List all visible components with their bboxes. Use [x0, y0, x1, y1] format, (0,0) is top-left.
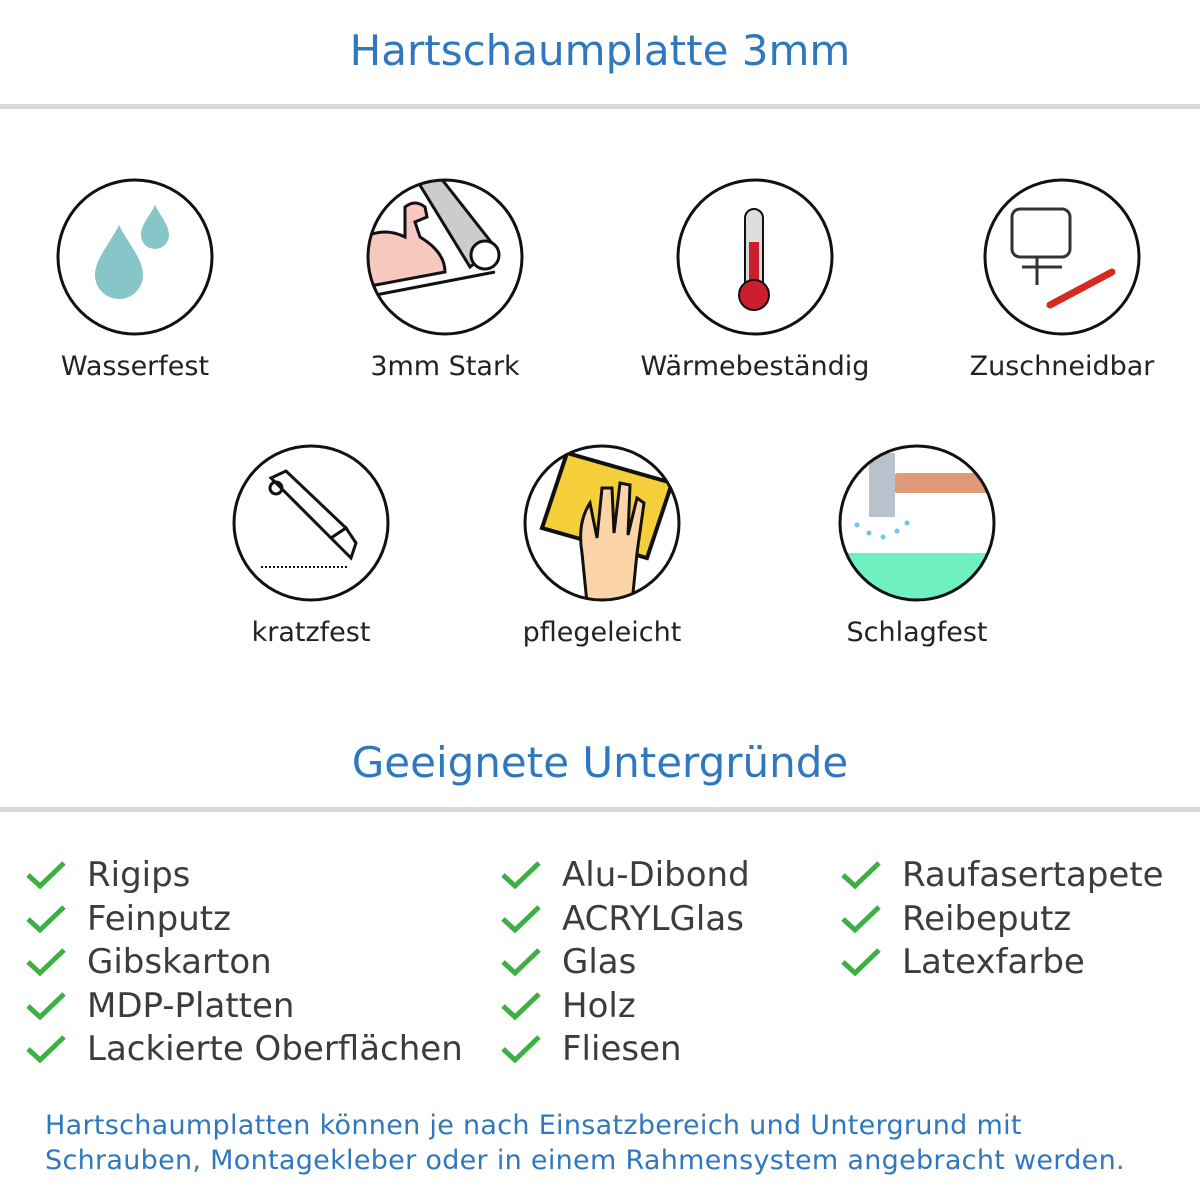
divider — [0, 104, 1200, 109]
check-icon — [501, 991, 541, 1020]
surface-label: Holz — [562, 985, 636, 1026]
surface-label: Reibeputz — [902, 898, 1072, 939]
surface-label: Glas — [562, 942, 637, 982]
feature-kratzfest: kratzfest — [161, 443, 461, 648]
feature-wasserfest: Wasserfest — [0, 177, 285, 382]
feature-label: Wasserfest — [60, 351, 210, 382]
strong-arm-icon — [366, 178, 524, 336]
surface-label: Lackierte Oberflächen — [87, 1029, 463, 1069]
check-icon — [26, 991, 66, 1020]
check-icon — [841, 948, 881, 977]
check-icon — [26, 1035, 66, 1064]
feature-label: pflegeleicht — [522, 617, 682, 648]
hammer-icon — [838, 444, 996, 602]
check-icon — [841, 904, 881, 933]
feature-label: Schlagfest — [846, 617, 988, 648]
jigsaw-cutter-icon — [983, 178, 1141, 336]
feature-zuschneidbar: Zuschneidbar — [912, 177, 1200, 382]
thermometer-icon — [676, 178, 834, 336]
feature-label: Wärmebeständig — [640, 351, 870, 382]
feature-label: kratzfest — [251, 617, 371, 648]
section-title: Geeignete Untergründe — [351, 738, 849, 787]
surface-label: Gibskarton — [87, 942, 272, 982]
check-icon — [501, 948, 541, 977]
surface-label: MDP-Platten — [87, 985, 295, 1026]
feature-schlagfest: Schlagfest — [767, 443, 1067, 648]
feature-pflegeleicht: pflegeleicht — [452, 443, 752, 648]
surface-label: ACRYLGlas — [562, 898, 744, 939]
cutter-knife-icon — [232, 444, 390, 602]
feature-label: 3mm Stark — [370, 351, 520, 382]
check-icon — [26, 904, 66, 933]
feature-waermebestaendig: Wärmebeständig — [605, 177, 905, 382]
feature-3mm-stark: 3mm Stark — [295, 177, 595, 382]
divider — [0, 807, 1200, 812]
check-icon — [26, 861, 66, 890]
surface-label: Latexfarbe — [902, 942, 1085, 982]
check-icon — [501, 861, 541, 890]
check-icon — [26, 948, 66, 977]
cleaning-sponge-icon — [523, 444, 681, 602]
check-icon — [841, 861, 881, 890]
check-icon — [501, 1035, 541, 1064]
water-drops-icon — [56, 178, 214, 336]
feature-label: Zuschneidbar — [969, 351, 1155, 382]
footer-line: Hartschaumplatten können je nach Einsatz… — [45, 1110, 1022, 1141]
check-icon — [501, 904, 541, 933]
surface-label: Alu-Dibond — [562, 855, 750, 895]
surface-label: Rigips — [87, 855, 191, 895]
surface-label: Fliesen — [562, 1029, 682, 1069]
page-title: Hartschaumplatte 3mm — [349, 26, 851, 75]
footer-line: Schrauben, Montagekleber oder in einem R… — [45, 1145, 1125, 1176]
surface-label: Feinputz — [87, 898, 231, 939]
surface-label: Raufasertapete — [902, 855, 1164, 895]
